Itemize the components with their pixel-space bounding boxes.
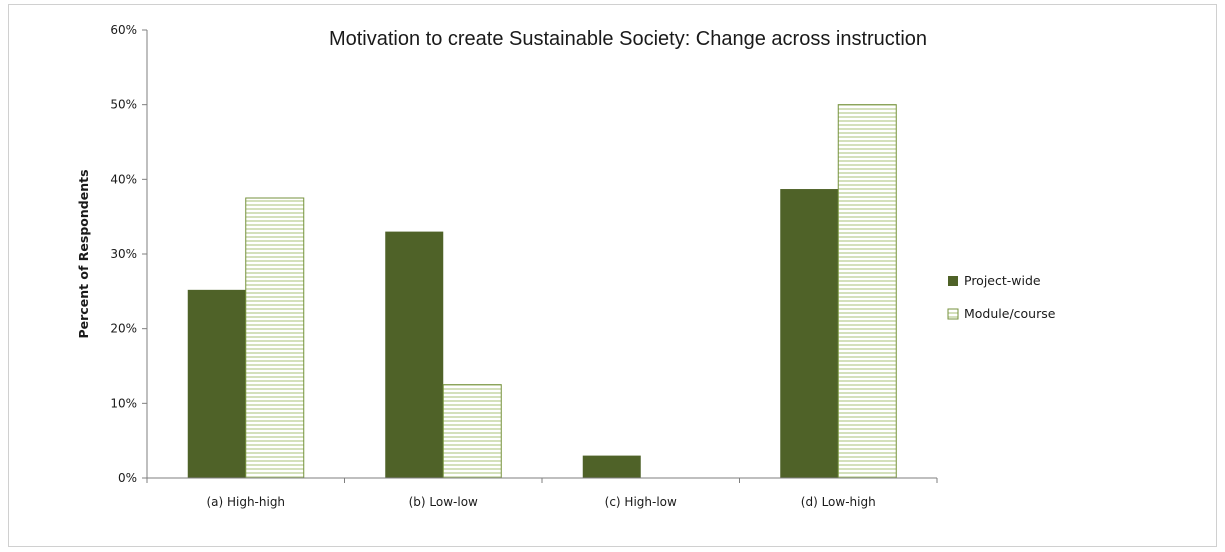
chart-title: Motivation to create Sustainable Society… xyxy=(329,28,927,50)
bar-project-wide xyxy=(780,189,839,479)
y-axis: 0% 10% 20% 30% 40% 50% 60% xyxy=(110,23,148,485)
y-tick-label: 0% xyxy=(118,471,137,485)
x-tick-label: (d) Low-high xyxy=(801,495,876,509)
legend-label: Module/course xyxy=(964,306,1056,321)
y-tick-label: 30% xyxy=(110,247,137,261)
bar-module-course xyxy=(837,104,897,479)
bar-project-wide xyxy=(582,455,641,478)
x-axis: (a) High-high (b) Low-low (c) High-low (d) … xyxy=(146,477,938,509)
y-tick-label: 60% xyxy=(110,23,137,37)
bars xyxy=(187,104,897,479)
legend-label: Project-wide xyxy=(964,273,1041,288)
x-tick-label: (b) Low-low xyxy=(409,495,478,509)
bar-module-course xyxy=(442,384,502,479)
x-tick-label: (c) High-low xyxy=(605,495,677,509)
bar-project-wide xyxy=(187,289,246,478)
y-axis-label: Percent of Respondents xyxy=(76,169,91,338)
legend-swatch xyxy=(948,276,958,286)
x-tick-label: (a) High-high xyxy=(206,495,285,509)
y-tick-label: 20% xyxy=(110,322,137,336)
bar-module-course xyxy=(245,197,305,479)
y-tick-label: 10% xyxy=(110,396,137,410)
y-tick-label: 40% xyxy=(110,172,137,186)
legend-swatch xyxy=(947,308,959,320)
legend: Project-wide Module/course xyxy=(947,273,1056,321)
bar-project-wide xyxy=(385,231,444,478)
y-tick-label: 50% xyxy=(110,98,137,112)
